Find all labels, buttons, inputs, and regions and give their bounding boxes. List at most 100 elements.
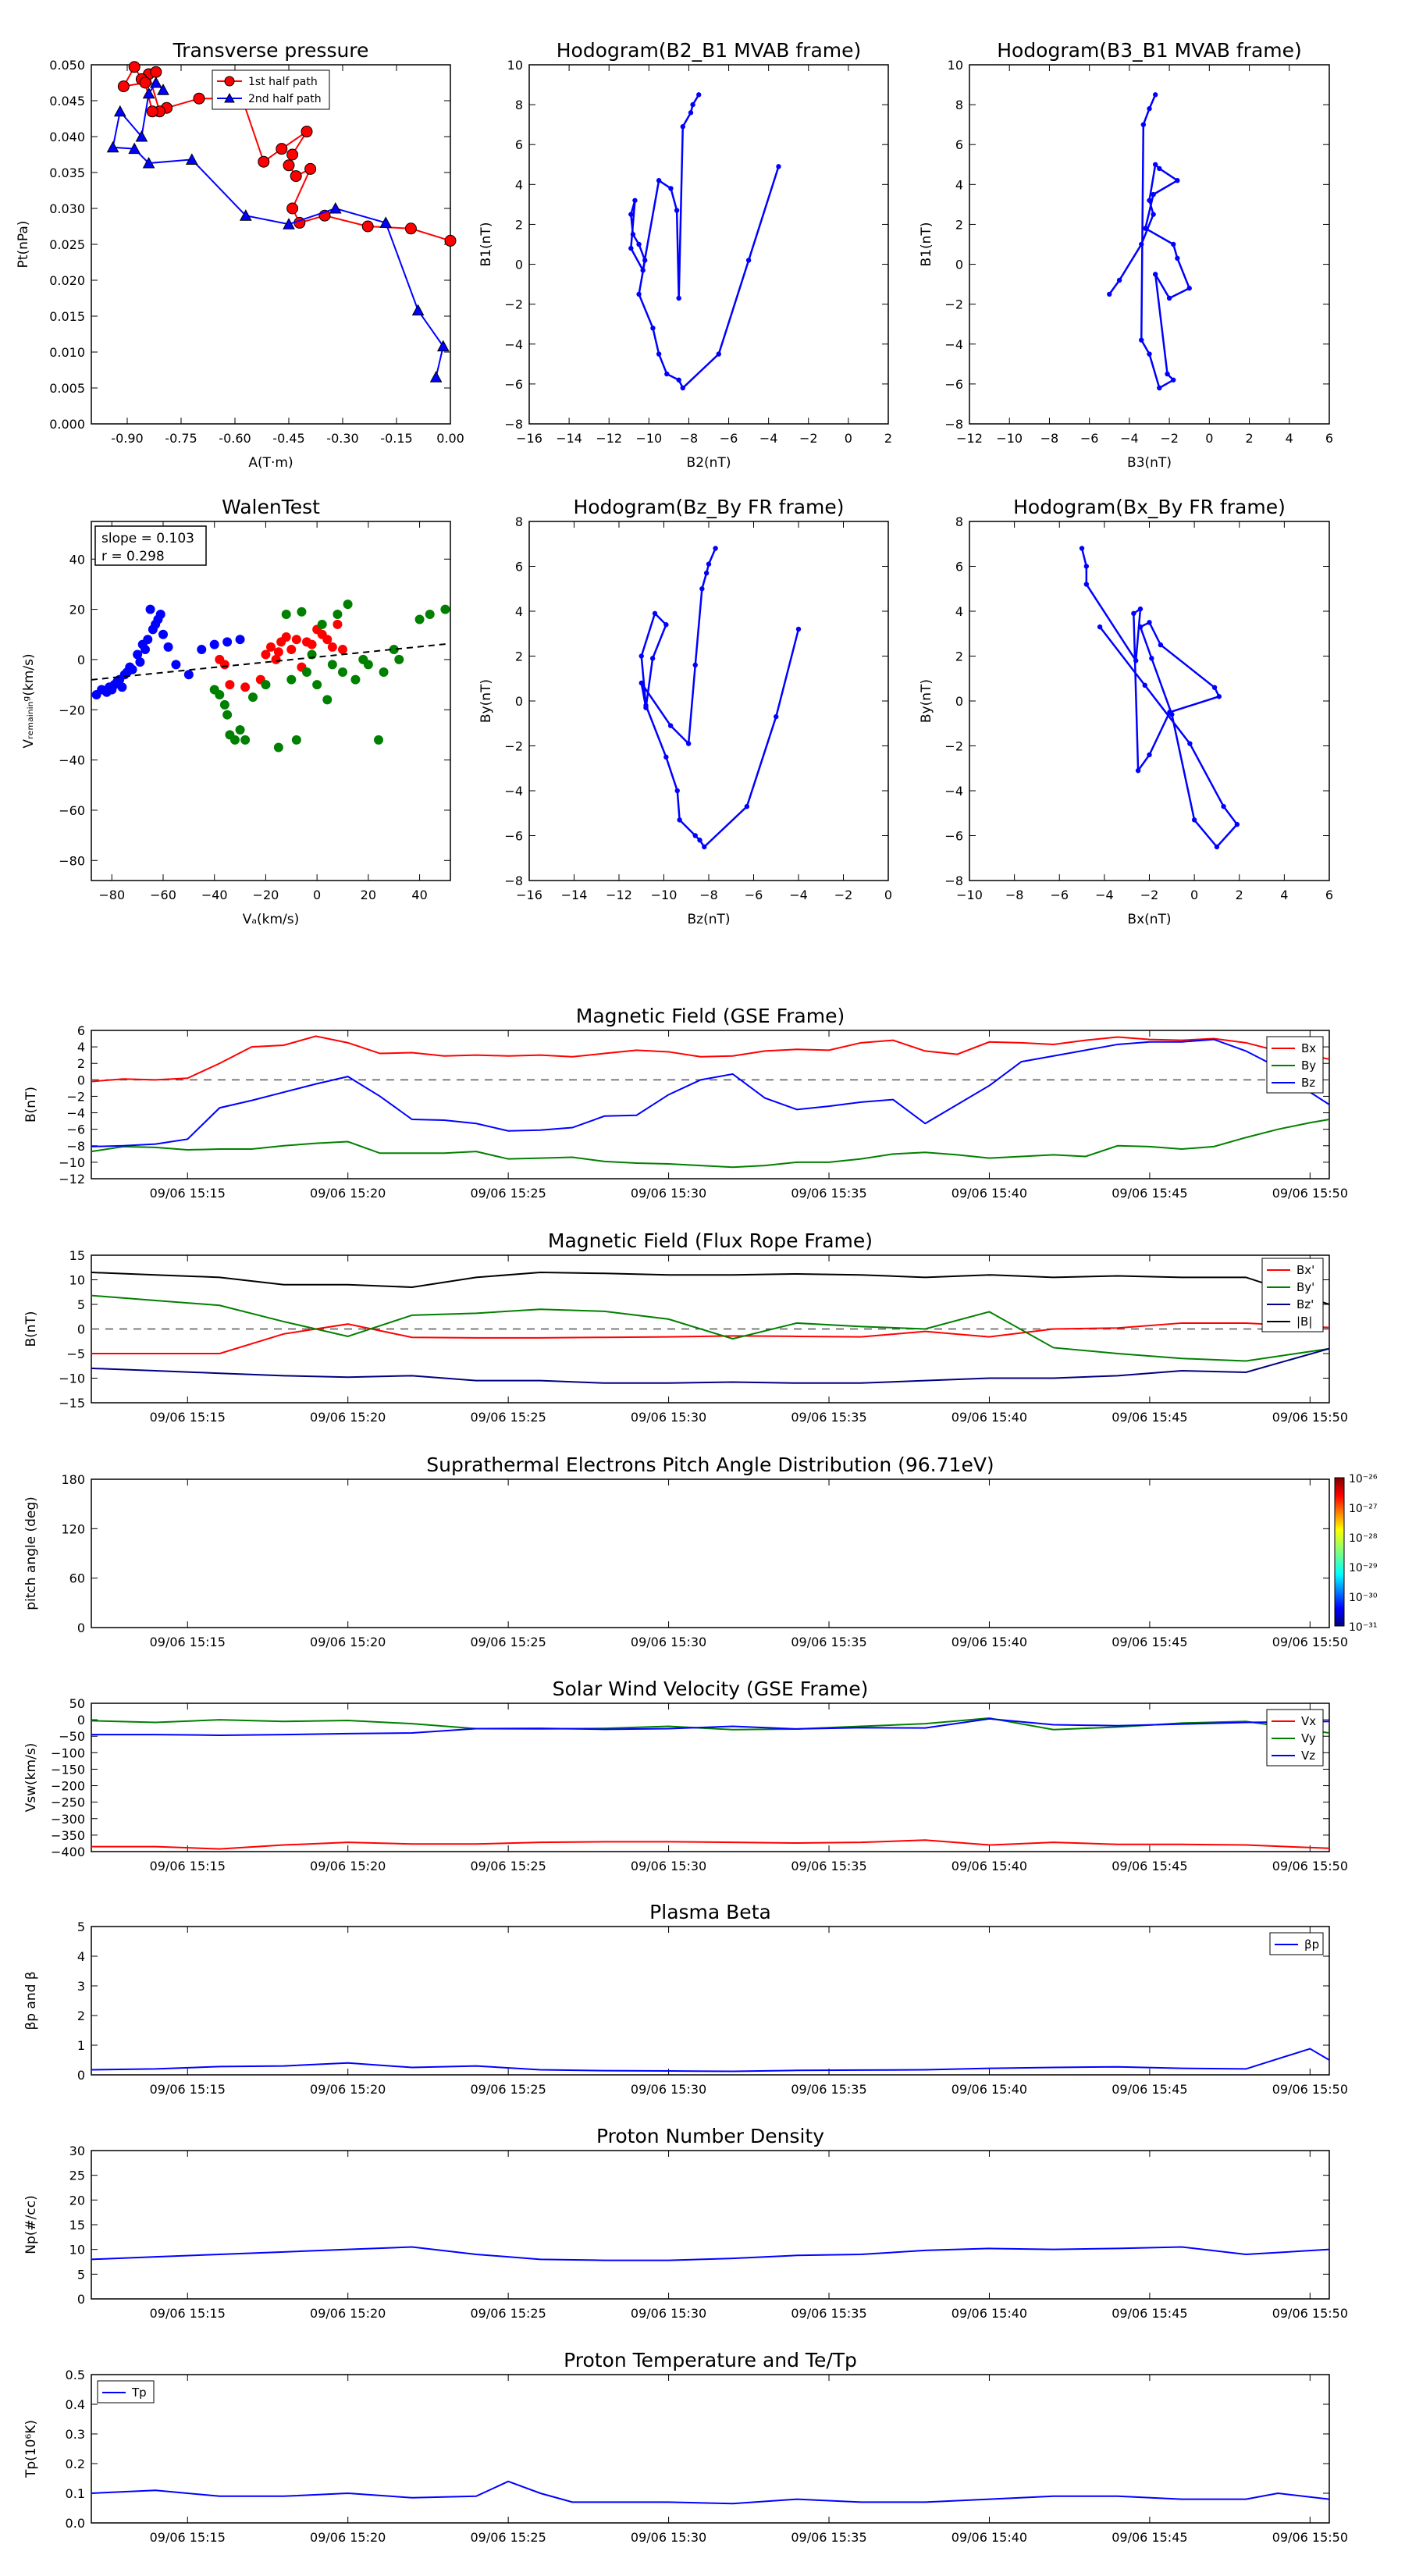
walen-point-green	[230, 735, 240, 745]
np-xtick-label: 09/06 15:50	[1272, 2306, 1348, 2321]
walen-point-green	[248, 692, 258, 703]
mag-fr-ytick-label: −5	[66, 1347, 85, 1361]
vsw-ytick-label: −100	[51, 1745, 85, 1760]
hodo-b3b1-xtick-label: −10	[996, 431, 1023, 446]
mag-fr-legend-label: Bz'	[1297, 1297, 1314, 1311]
hodo-bxby-point	[1083, 564, 1090, 569]
beta-ytick-label: 5	[77, 1920, 85, 1934]
transverse-pressure-xtick-label: -0.15	[380, 431, 412, 446]
mag-gse-series-By	[91, 1119, 1330, 1169]
hodo-b2b1-point	[630, 232, 636, 237]
pad-colorbar-tick-label: 10⁻³¹	[1349, 1621, 1377, 1634]
hodo-bxby-xtick-label: 2	[1236, 888, 1243, 902]
hodo-b3b1-point	[1116, 277, 1122, 283]
mag-gse-xtick-label: 09/06 15:30	[631, 1186, 706, 1201]
walen-point-green	[363, 660, 373, 670]
hodo-b2b1-ylabel: B1(nT)	[478, 222, 494, 267]
beta-ytick-label: 2	[77, 2008, 85, 2023]
mag-fr-ytick-label: 5	[77, 1297, 85, 1312]
np-ytick-label: 15	[69, 2218, 85, 2233]
vsw-legend-label: Vx	[1301, 1714, 1316, 1728]
mag-gse-ylabel: B(nT)	[23, 1087, 39, 1123]
walen-point-red	[271, 654, 281, 664]
hodo-b3b1-ytick-label: −6	[944, 377, 963, 392]
first-half-path-point	[150, 66, 162, 78]
walen-point-green	[240, 735, 251, 745]
vsw-ytick-label: −50	[59, 1729, 85, 1744]
hodo-bzby-point	[649, 656, 656, 661]
hodo-bxby-xtick-label: −4	[1095, 888, 1114, 902]
beta-xtick-label: 09/06 15:45	[1112, 2082, 1187, 2097]
tp-xtick-label: 09/06 15:40	[951, 2530, 1027, 2545]
hodo-b2b1-point	[628, 245, 634, 251]
walen-title: WalenTest	[222, 496, 320, 518]
tp-ytick-label: 0.4	[66, 2397, 85, 2412]
hodo-bzby-point	[713, 546, 718, 551]
pad-xtick-label: 09/06 15:20	[310, 1635, 386, 1649]
hodo-b3b1-frame	[969, 64, 1330, 425]
transverse-pressure-xtick-label: -0.75	[165, 431, 197, 446]
first-half-path-point	[128, 61, 140, 73]
hodo-b2b1-ytick-label: −6	[504, 377, 523, 392]
hodo-bxby-xtick-label: 0	[1190, 888, 1198, 902]
hodo-bzby-point	[703, 570, 710, 576]
hodo-b3b1-ytick-label: −2	[944, 297, 963, 312]
beta-series-βp	[91, 2048, 1330, 2073]
hodo-b2b1-point	[745, 258, 752, 263]
hodo-bzby-ytick-label: −6	[504, 829, 523, 844]
mag-gse-frame	[91, 1030, 1330, 1179]
vsw-ylabel: Vsw(km/s)	[23, 1743, 39, 1813]
hodo-bxby-point	[1167, 710, 1172, 715]
walen-point-blue	[155, 610, 165, 620]
second-half-path-point	[135, 130, 148, 142]
hodo-b3b1-ytick-label: 4	[955, 177, 963, 192]
hodo-b3b1-point	[1143, 226, 1148, 231]
pad-colorbar-tick-label: 10⁻²⁹	[1349, 1562, 1378, 1574]
vsw-ytick-label: −150	[51, 1762, 85, 1777]
hodo-bzby-xtick-label: −8	[699, 888, 718, 902]
walen-point-red	[327, 642, 337, 652]
tp-ylabel: Tp(10⁶K)	[23, 2420, 39, 2478]
hodo-b2b1-ytick-label: −2	[504, 297, 523, 312]
hodo-b3b1-xtick-label: −12	[956, 431, 983, 446]
tp-series-Tp	[91, 2480, 1330, 2505]
beta-xtick-label: 09/06 15:25	[470, 2082, 546, 2097]
vsw-xtick-label: 09/06 15:45	[1112, 1859, 1187, 1873]
mag-gse-ytick-label: −8	[66, 1139, 85, 1154]
np-xtick-label: 09/06 15:35	[791, 2306, 866, 2321]
first-half-path-point	[404, 222, 417, 235]
vsw-xtick-label: 09/06 15:20	[310, 1859, 386, 1873]
hodo-bzby-point	[677, 817, 682, 823]
walen-point-green	[333, 610, 343, 620]
hodo-bzby-trace	[640, 548, 800, 849]
mag-gse-ytick-label: 2	[77, 1056, 85, 1071]
hodo-b2b1-point	[650, 326, 656, 331]
hodo-b2b1-point	[656, 178, 662, 183]
walen-point-blue	[127, 664, 137, 674]
walen-xtick-label: 0	[313, 888, 321, 902]
hodo-b3b1-point	[1175, 255, 1180, 262]
mag-fr-title: Magnetic Field (Flux Rope Frame)	[548, 1229, 873, 1252]
walen-point-blue	[222, 637, 233, 647]
hodo-bzby-point	[652, 610, 658, 617]
hodo-bxby-xtick-label: −8	[1005, 888, 1024, 902]
hodo-bxby-ytick-label: −4	[944, 784, 963, 799]
hodo-bzby-ytick-label: 4	[515, 604, 523, 619]
hodo-bzby-point	[674, 788, 680, 794]
hodo-b3b1-point	[1107, 291, 1112, 297]
pad-colorbar-tick-label: 10⁻²⁸	[1349, 1532, 1378, 1545]
vsw-series-Vx	[91, 1839, 1330, 1850]
hodo-b2b1-point	[674, 208, 680, 213]
mag-gse-xtick-label: 09/06 15:15	[150, 1186, 226, 1201]
hodo-b2b1-xtick-label: −12	[596, 431, 622, 446]
hodo-b2b1-xtick-label: −4	[759, 431, 778, 446]
walen-point-green	[343, 600, 353, 610]
hodo-bzby-point	[699, 586, 705, 592]
np-xtick-label: 09/06 15:30	[631, 2306, 706, 2321]
hodo-bxby-point	[1147, 620, 1152, 625]
second-half-path-point	[149, 76, 162, 88]
hodo-bxby-trace	[1080, 548, 1239, 849]
mag-fr-ytick-label: −10	[59, 1372, 85, 1386]
walen-ytick-label: 0	[77, 653, 85, 667]
